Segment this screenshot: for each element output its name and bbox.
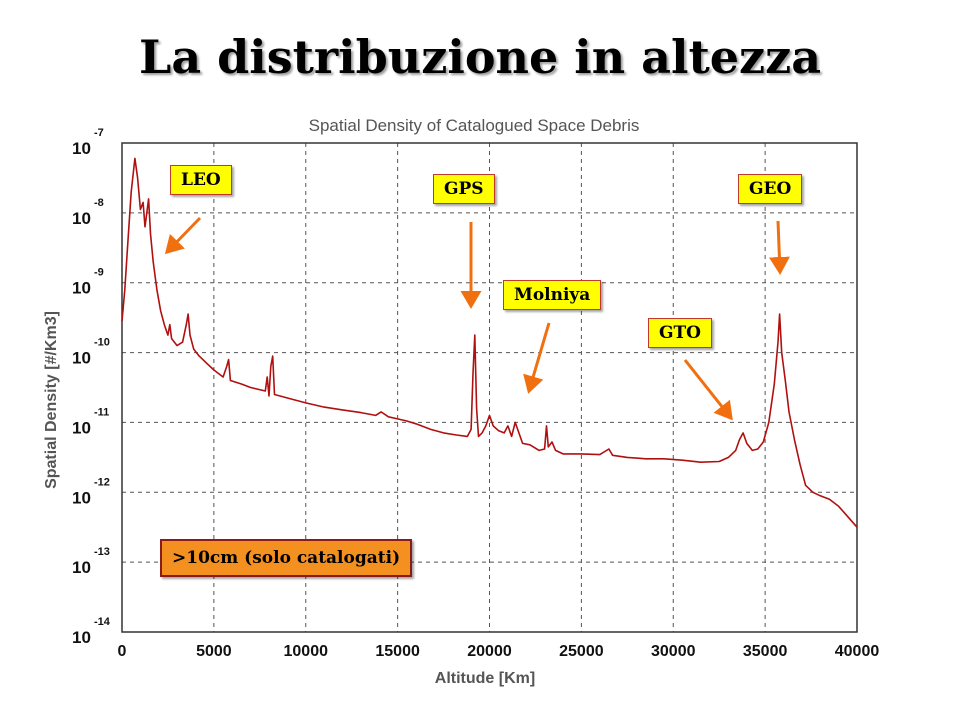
x-tick-label: 20000 bbox=[467, 643, 512, 660]
grid bbox=[122, 143, 857, 632]
plot-area-frame bbox=[121, 142, 858, 633]
y-tick-exponent: -11 bbox=[94, 406, 109, 418]
x-tick-label: 5000 bbox=[196, 643, 232, 660]
slide-title: La distribuzione in altezza bbox=[138, 30, 822, 84]
y-tick-base: 10 bbox=[72, 488, 91, 507]
series-line bbox=[121, 157, 858, 528]
gto-arrow bbox=[683, 359, 733, 421]
y-tick-label: 10-11 bbox=[72, 406, 109, 437]
y-tick-base: 10 bbox=[72, 628, 91, 647]
y-tick-base: 10 bbox=[72, 279, 91, 298]
molniya-callout: Molniya bbox=[503, 280, 602, 310]
y-tick-exponent: -8 bbox=[94, 197, 104, 209]
y-tick-label: 10-9 bbox=[72, 267, 104, 298]
y-tick-label: 10-7 bbox=[72, 127, 104, 158]
y-tick-exponent: -9 bbox=[94, 267, 104, 279]
x-axis-label: Altitude [Km] bbox=[435, 670, 535, 687]
y-tick-label: 10-13 bbox=[72, 546, 110, 577]
y-tick-exponent: -14 bbox=[94, 616, 111, 628]
y-tick-label: 10-14 bbox=[72, 616, 111, 647]
x-tick-label: 15000 bbox=[375, 643, 420, 660]
molniya-arrow bbox=[523, 322, 551, 394]
leo-callout: LEO bbox=[170, 165, 232, 195]
y-tick-label: 10-8 bbox=[72, 197, 104, 228]
y-axis-label: Spatial Density [#/Km3] bbox=[43, 311, 60, 489]
y-tick-exponent: -13 bbox=[94, 546, 110, 558]
y-tick-exponent: -12 bbox=[94, 476, 110, 488]
y-tick-label: 10-12 bbox=[72, 476, 110, 507]
y-tick-base: 10 bbox=[72, 349, 91, 368]
x-tick-label: 0 bbox=[118, 643, 127, 660]
gps-callout: GPS bbox=[433, 174, 495, 204]
y-tick-base: 10 bbox=[72, 418, 91, 437]
y-tick-base: 10 bbox=[72, 209, 91, 228]
x-tick-label: 40000 bbox=[835, 643, 880, 660]
y-tick-label: 10-10 bbox=[72, 337, 110, 368]
y-tick-exponent: -7 bbox=[94, 127, 104, 139]
arrows bbox=[164, 216, 790, 421]
x-tick-label: 25000 bbox=[559, 643, 604, 660]
y-tick-base: 10 bbox=[72, 558, 91, 577]
gto-callout: GTO bbox=[648, 318, 712, 348]
y-tick-exponent: -10 bbox=[94, 337, 110, 349]
y-tick-base: 10 bbox=[72, 139, 91, 158]
chart-title: Spatial Density of Catalogued Space Debr… bbox=[309, 116, 640, 135]
geo-callout: GEO bbox=[738, 174, 803, 204]
size-threshold-note: >10cm (solo catalogati) bbox=[160, 539, 413, 577]
x-tick-label: 10000 bbox=[284, 643, 329, 660]
x-tick-label: 35000 bbox=[743, 643, 788, 660]
x-tick-label: 30000 bbox=[651, 643, 696, 660]
leo-arrow bbox=[164, 216, 202, 255]
x-ticks: 0 5000 10000 15000 20000 25000 30000 35000 40000 bbox=[118, 643, 880, 660]
geo-arrow bbox=[768, 220, 790, 275]
